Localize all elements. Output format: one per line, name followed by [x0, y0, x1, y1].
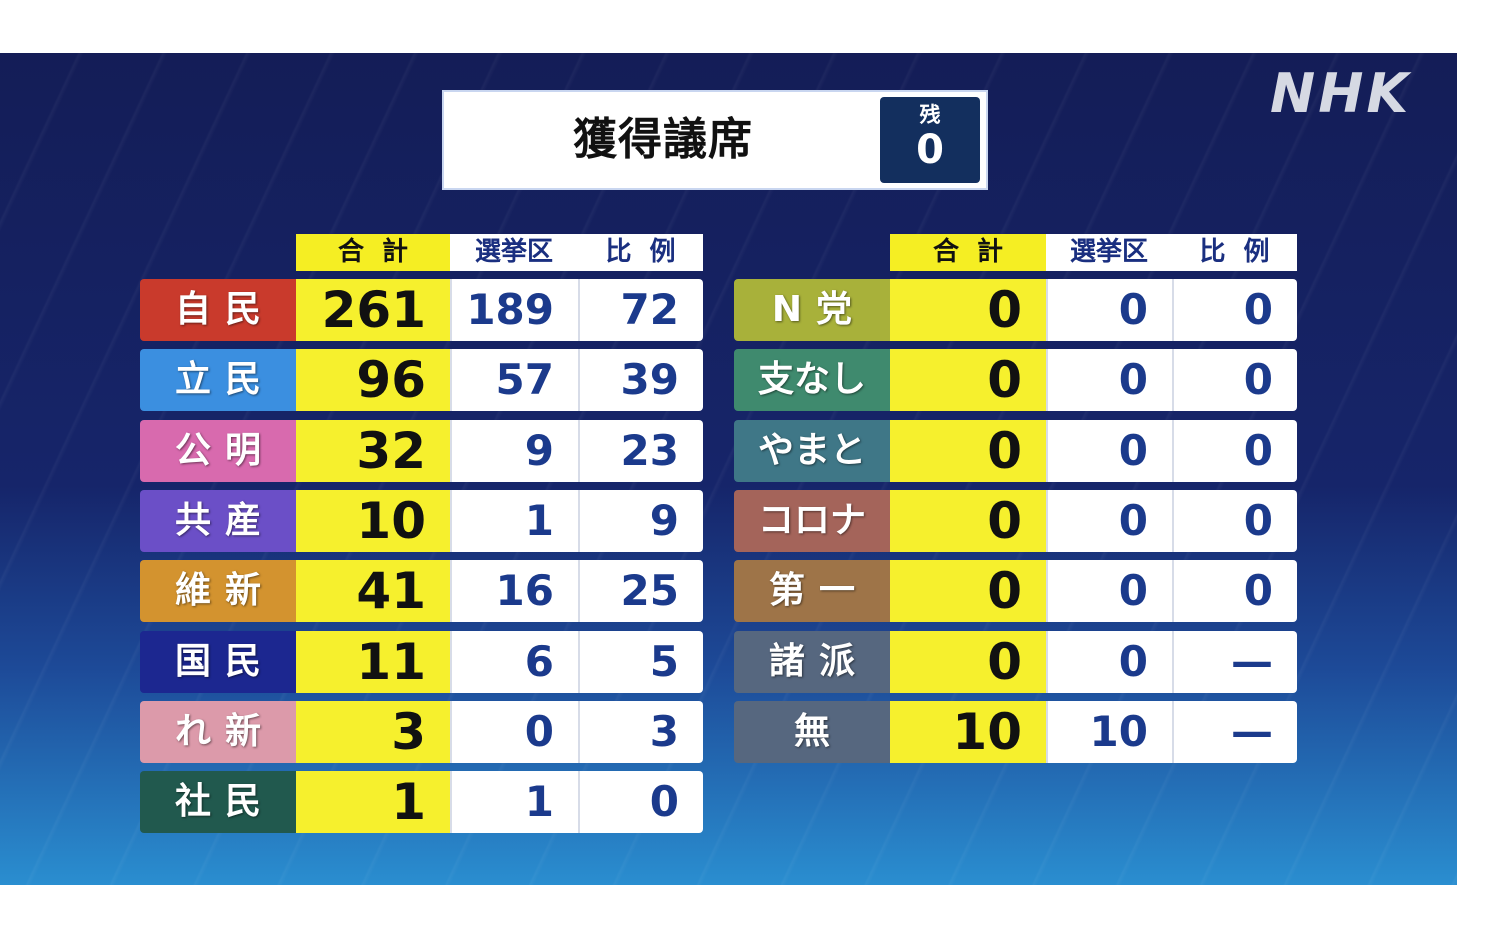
party-name-cell: 公明 [140, 419, 296, 482]
district-seats-cell: 0 [1046, 489, 1172, 552]
party-name-cell: 国民 [140, 630, 296, 693]
proportional-seats-cell: 0 [1172, 560, 1297, 623]
district-seats-cell: 0 [1046, 630, 1172, 693]
remaining-seats-badge: 残 0 [880, 97, 980, 183]
total-seats-cell: 0 [890, 630, 1046, 693]
column-header-district: 選挙区 [450, 234, 578, 271]
table-row: コロナ 0 0 0 [734, 489, 1297, 552]
total-seats-cell: 1 [296, 771, 450, 834]
district-seats-cell: 57 [450, 349, 578, 412]
column-header-proportional: 比例 [578, 234, 703, 271]
table-row: 支なし 0 0 0 [734, 349, 1297, 412]
table-row: 社民 1 1 0 [140, 771, 703, 834]
total-seats-cell: 0 [890, 489, 1046, 552]
total-seats-cell: 11 [296, 630, 450, 693]
proportional-seats-cell: 0 [1172, 349, 1297, 412]
proportional-seats-cell: — [1172, 630, 1297, 693]
remaining-value: 0 [916, 127, 944, 173]
proportional-seats-cell: — [1172, 700, 1297, 763]
table-row: 立民 96 57 39 [140, 349, 703, 412]
proportional-seats-cell: 39 [578, 349, 703, 412]
total-seats-cell: 0 [890, 560, 1046, 623]
district-seats-cell: 0 [1046, 279, 1172, 341]
table-row: 第一 0 0 0 [734, 560, 1297, 623]
column-header-district: 選挙区 [1046, 234, 1172, 271]
party-name-cell: コロナ [734, 489, 890, 552]
proportional-seats-cell: 0 [1172, 419, 1297, 482]
table-row: 公明 32 9 23 [140, 419, 703, 482]
proportional-seats-cell: 5 [578, 630, 703, 693]
proportional-seats-cell: 0 [578, 771, 703, 834]
district-seats-cell: 0 [450, 700, 578, 763]
district-seats-cell: 16 [450, 560, 578, 623]
column-header-proportional: 比例 [1172, 234, 1297, 271]
party-name-cell: 第一 [734, 560, 890, 623]
proportional-seats-cell: 0 [1172, 489, 1297, 552]
total-seats-cell: 0 [890, 419, 1046, 482]
party-name-cell: やまと [734, 419, 890, 482]
total-seats-cell: 3 [296, 700, 450, 763]
table-row: やまと 0 0 0 [734, 419, 1297, 482]
district-seats-cell: 0 [1046, 419, 1172, 482]
table-row: N党 0 0 0 [734, 279, 1297, 341]
total-seats-cell: 0 [890, 279, 1046, 341]
table-row: れ新 3 0 3 [140, 700, 703, 763]
table-row: 維新 41 16 25 [140, 560, 703, 623]
table-row: 諸派 0 0— [734, 630, 1297, 693]
total-seats-cell: 96 [296, 349, 450, 412]
party-name-cell: 支なし [734, 349, 890, 412]
total-seats-cell: 0 [890, 349, 1046, 412]
total-seats-cell: 10 [296, 489, 450, 552]
proportional-seats-cell: 25 [578, 560, 703, 623]
total-seats-cell: 41 [296, 560, 450, 623]
district-seats-cell: 6 [450, 630, 578, 693]
proportional-seats-cell: 72 [578, 279, 703, 341]
remaining-label: 残 [919, 103, 941, 127]
district-seats-cell: 9 [450, 419, 578, 482]
nhk-logo: NHK [1270, 62, 1412, 125]
table-row: 共産 10 1 9 [140, 489, 703, 552]
total-seats-cell: 261 [296, 279, 450, 341]
page-title: 獲得議席 [573, 114, 753, 165]
proportional-seats-cell: 23 [578, 419, 703, 482]
party-name-cell: 共産 [140, 489, 296, 552]
table-row: 無 10 10— [734, 700, 1297, 763]
district-seats-cell: 1 [450, 489, 578, 552]
district-seats-cell: 0 [1046, 560, 1172, 623]
party-name-cell: 自民 [140, 279, 296, 341]
proportional-seats-cell: 9 [578, 489, 703, 552]
table-row: 自民 261 189 72 [140, 279, 703, 341]
results-panel: 獲得議席 残 0 NHK 合計 選挙区 比例 自民 261 189 72 立民 96 57 39 公明… [0, 53, 1457, 885]
party-name-cell: 維新 [140, 560, 296, 623]
district-seats-cell: 1 [450, 771, 578, 834]
left-results-table: 合計 選挙区 比例 自民 261 189 72 立民 96 57 39 公明 32 9 23 共産 10 1 9 維新… [140, 234, 703, 834]
district-seats-cell: 0 [1046, 349, 1172, 412]
table-row: 国民 11 6 5 [140, 630, 703, 693]
party-name-cell: 社民 [140, 771, 296, 834]
party-name-cell: N党 [734, 279, 890, 341]
party-name-cell: れ新 [140, 700, 296, 763]
column-header-total: 合計 [890, 234, 1046, 271]
title-box: 獲得議席 残 0 [442, 90, 988, 190]
right-results-table: 合計 選挙区 比例 N党 0 0 0 支なし 0 0 0 やまと 0 0 0 コロナ 0 0 0 第一 0 0 0 諸派 0 0—… [734, 234, 1297, 834]
party-name-cell: 無 [734, 700, 890, 763]
proportional-seats-cell: 3 [578, 700, 703, 763]
district-seats-cell: 189 [450, 279, 578, 341]
proportional-seats-cell: 0 [1172, 279, 1297, 341]
total-seats-cell: 10 [890, 700, 1046, 763]
column-header-total: 合計 [296, 234, 450, 271]
party-name-cell: 立民 [140, 349, 296, 412]
total-seats-cell: 32 [296, 419, 450, 482]
district-seats-cell: 10 [1046, 700, 1172, 763]
party-name-cell: 諸派 [734, 630, 890, 693]
